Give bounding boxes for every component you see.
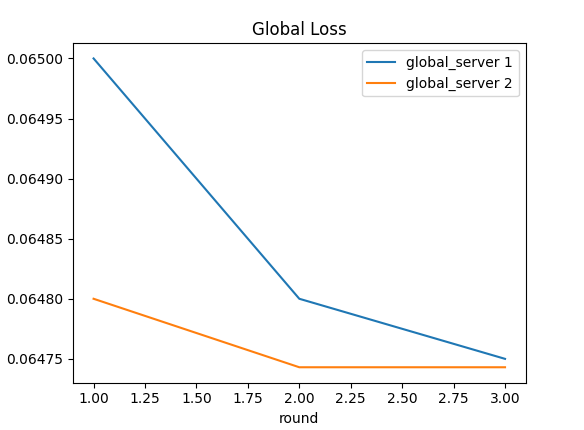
Line: global_server 2: global_server 2 [93,299,505,367]
global_server 2 [90,296,97,301]
global_server 1 [296,296,303,301]
X-axis label: round: round [279,412,319,426]
Title: Global Loss: Global Loss [252,21,347,39]
Legend: global_server 1, global_server 2: global_server 1, global_server 2 [362,50,519,96]
Y-axis label: loss: loss [0,200,1,226]
global_server 1 [502,356,509,362]
global_server 2 [502,365,509,370]
global_server 1 [90,56,97,61]
Line: global_server 1: global_server 1 [93,58,505,359]
global_server 2 [296,365,303,370]
